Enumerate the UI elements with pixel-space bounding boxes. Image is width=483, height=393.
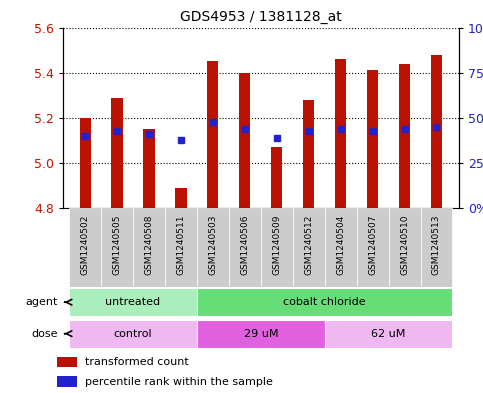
Bar [431, 55, 442, 208]
Bar [421, 208, 453, 287]
Bar [197, 288, 453, 316]
Bar [57, 357, 77, 367]
Text: percentile rank within the sample: percentile rank within the sample [85, 377, 273, 387]
Text: GSM1240505: GSM1240505 [113, 215, 122, 275]
Text: GSM1240502: GSM1240502 [81, 215, 90, 275]
Bar [69, 288, 197, 316]
Bar [80, 118, 91, 208]
Bar [271, 147, 283, 208]
Text: GSM1240504: GSM1240504 [336, 215, 345, 275]
Text: agent: agent [26, 297, 58, 307]
Bar [165, 208, 197, 287]
Title: GDS4953 / 1381128_at: GDS4953 / 1381128_at [180, 10, 341, 24]
Bar [57, 376, 77, 387]
Bar [101, 208, 133, 287]
Text: GSM1240506: GSM1240506 [241, 215, 249, 275]
Text: GSM1240510: GSM1240510 [400, 215, 409, 275]
Text: GSM1240511: GSM1240511 [176, 215, 185, 275]
Text: GSM1240503: GSM1240503 [208, 215, 217, 275]
Text: dose: dose [31, 329, 58, 339]
Bar [207, 61, 218, 208]
Text: GSM1240507: GSM1240507 [368, 215, 377, 275]
Bar [229, 208, 261, 287]
Text: cobalt chloride: cobalt chloride [284, 297, 366, 307]
Bar [367, 70, 378, 208]
Bar [133, 208, 165, 287]
Bar [325, 320, 453, 348]
Text: 29 uM: 29 uM [243, 329, 278, 339]
Bar [69, 320, 197, 348]
Bar [399, 64, 410, 208]
Text: GSM1240508: GSM1240508 [144, 215, 154, 275]
Text: GSM1240513: GSM1240513 [432, 215, 441, 275]
Text: 62 uM: 62 uM [371, 329, 406, 339]
Bar [175, 188, 186, 208]
Bar [197, 320, 325, 348]
Bar [293, 208, 325, 287]
Text: control: control [114, 329, 152, 339]
Bar [335, 59, 346, 208]
Bar [356, 208, 389, 287]
Bar [143, 129, 155, 208]
Bar [239, 73, 251, 208]
Bar [303, 100, 314, 208]
Text: untreated: untreated [105, 297, 161, 307]
Bar [389, 208, 421, 287]
Text: GSM1240512: GSM1240512 [304, 215, 313, 275]
Bar [197, 208, 229, 287]
Bar [112, 97, 123, 208]
Bar [325, 208, 356, 287]
Text: GSM1240509: GSM1240509 [272, 215, 281, 275]
Text: transformed count: transformed count [85, 357, 188, 367]
Bar [261, 208, 293, 287]
Bar [69, 208, 101, 287]
